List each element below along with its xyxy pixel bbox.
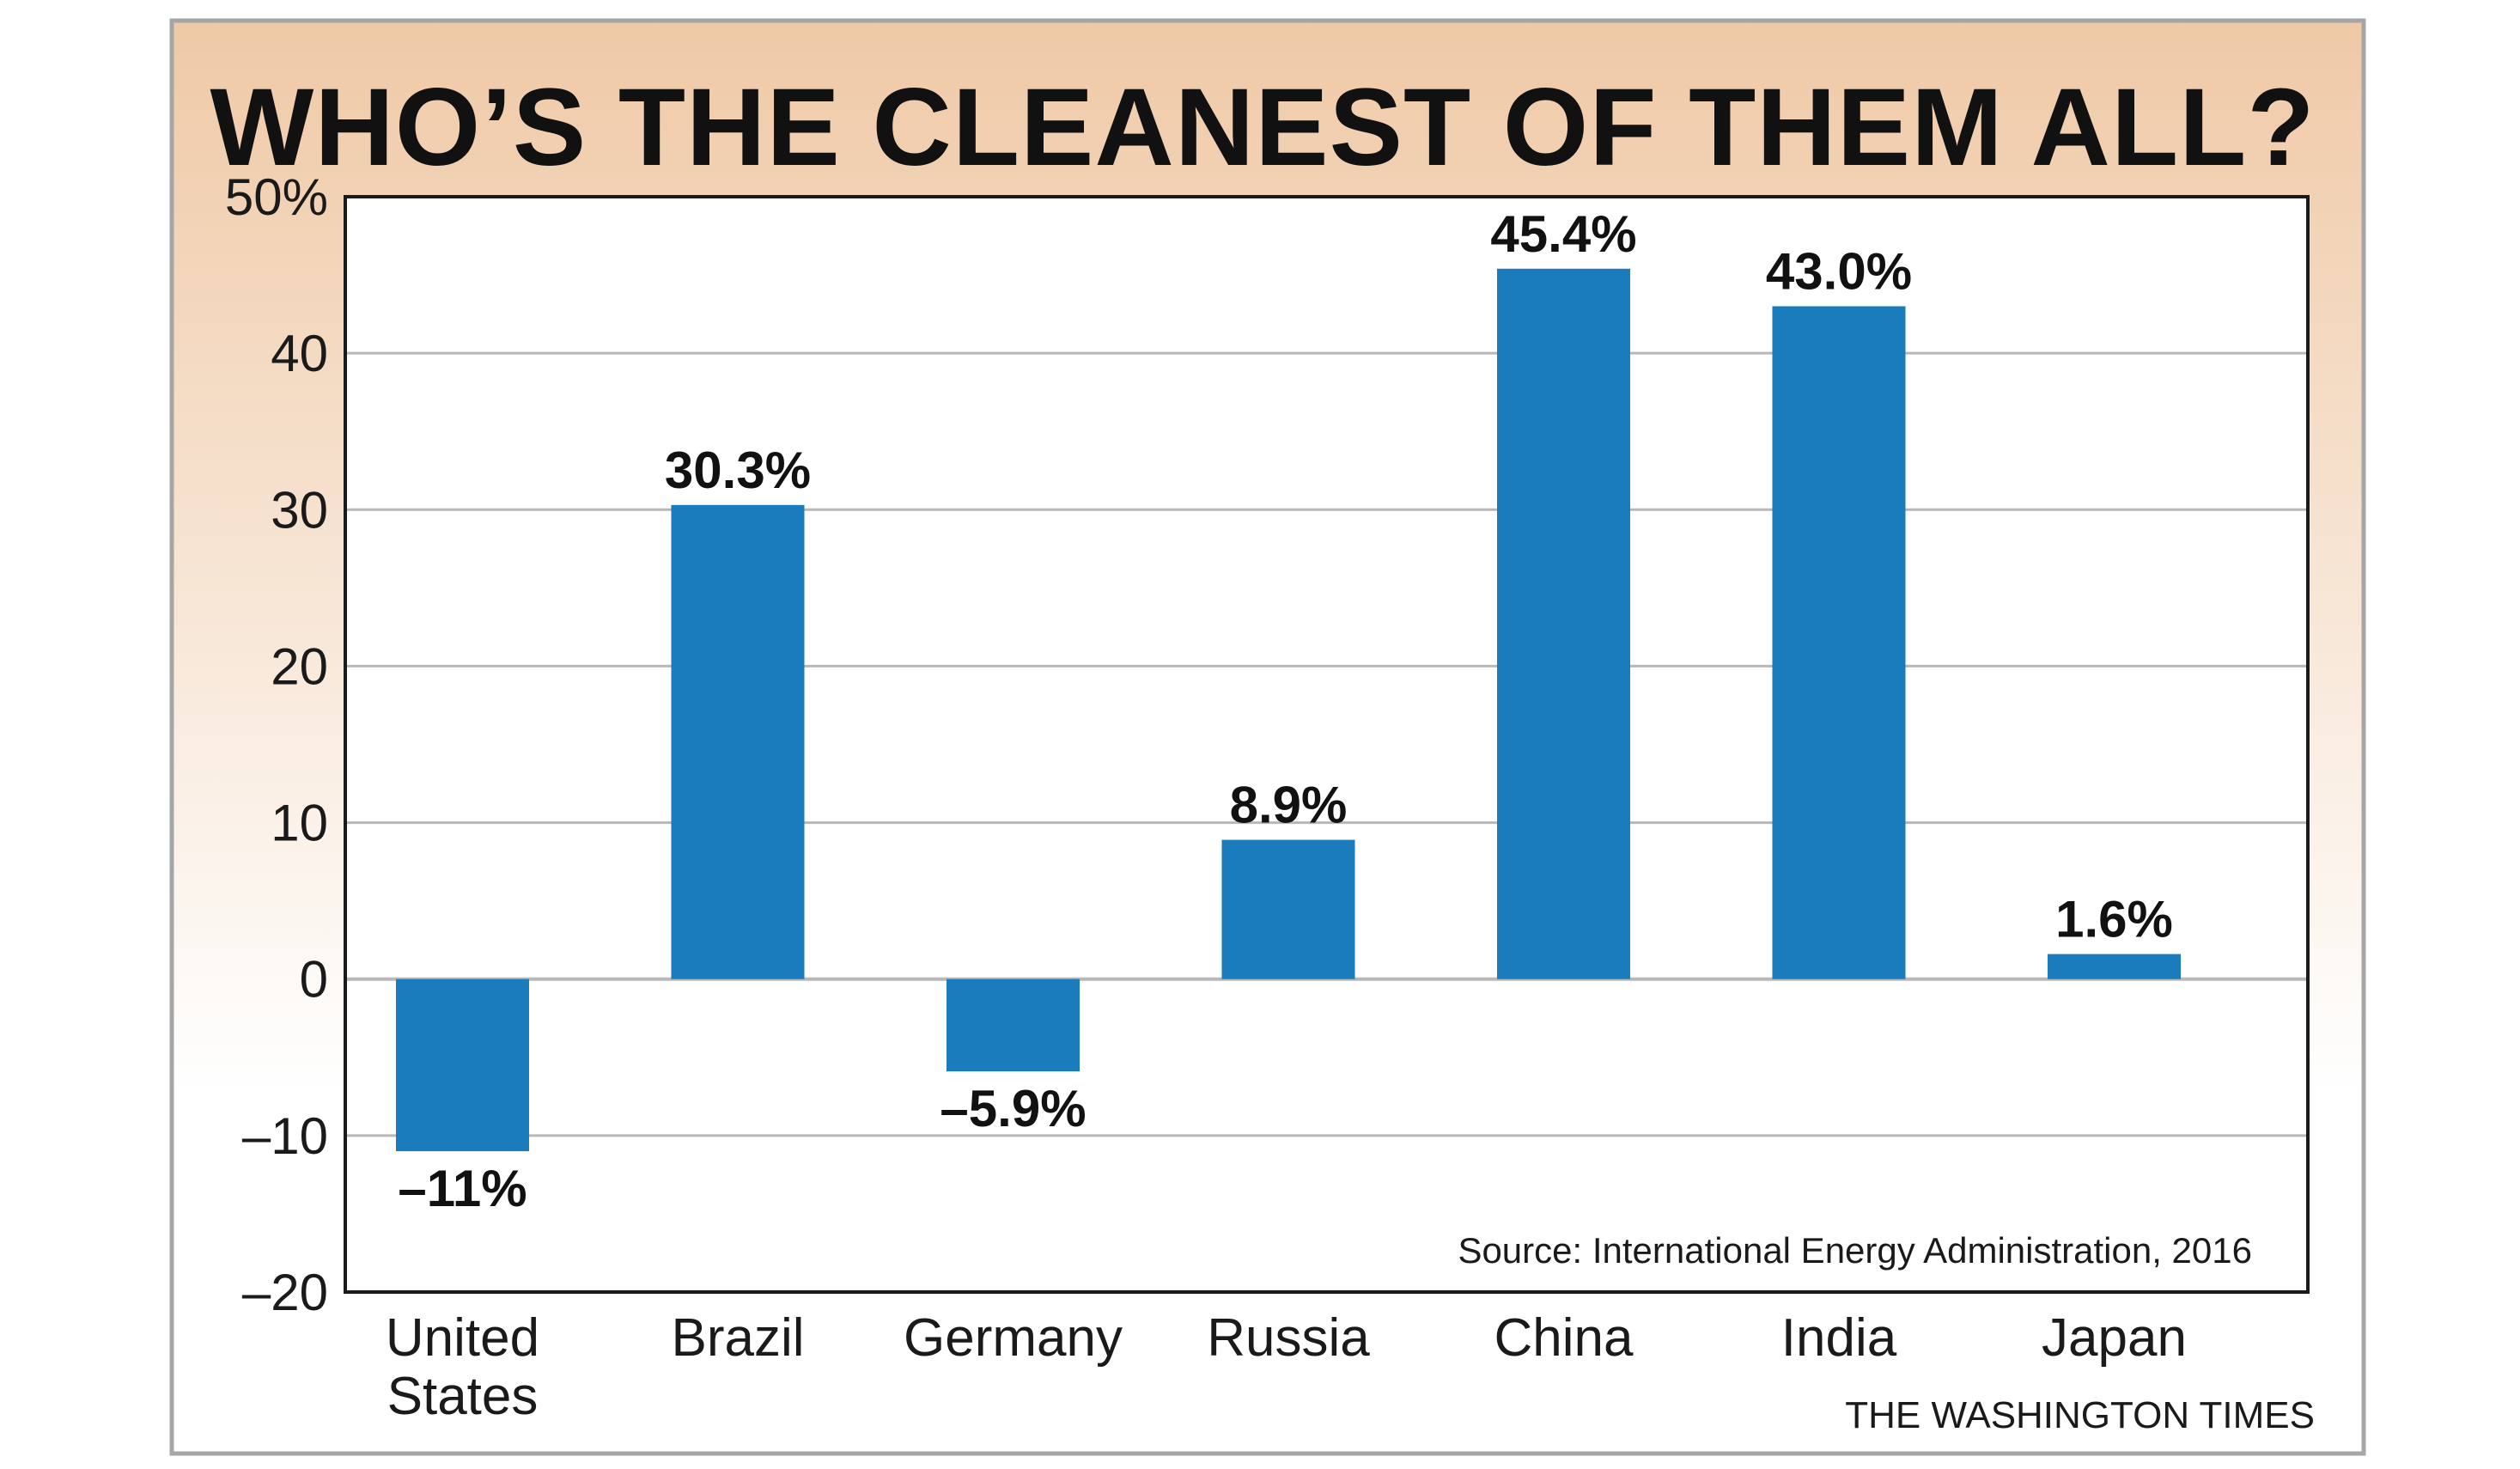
y-tick-label: 0 — [300, 951, 328, 1009]
plot-area — [345, 197, 2308, 1292]
x-tick-label: Brazil — [671, 1308, 804, 1368]
bar — [947, 978, 1080, 1072]
y-tick-label: 40 — [271, 325, 328, 382]
y-axis: –20 –10 0 10 20 30 40 50% — [225, 168, 328, 1321]
bar — [2048, 954, 2181, 979]
data-label: –5.9% — [940, 1080, 1086, 1137]
x-tick-label: Russia — [1207, 1308, 1370, 1368]
x-tick-label: Japan — [2042, 1308, 2187, 1368]
y-tick-label: –20 — [242, 1264, 328, 1321]
data-label: 43.0% — [1766, 243, 1912, 301]
bar — [671, 504, 805, 979]
publisher-credit: THE WASHINGTON TIMES — [1845, 1394, 2315, 1436]
y-tick-label: 30 — [271, 481, 328, 539]
data-label: 30.3% — [665, 442, 811, 499]
source-note: Source: International Energy Administrat… — [1458, 1230, 2252, 1271]
data-label: 45.4% — [1490, 205, 1636, 263]
bar-series — [396, 268, 2181, 1152]
y-tick-label: 50% — [225, 168, 328, 226]
y-tick-label: 20 — [271, 637, 328, 695]
bar — [396, 978, 529, 1152]
x-tick-label: India — [1781, 1308, 1897, 1368]
x-tick-label: United States — [386, 1308, 539, 1426]
chart-title: WHO’S THE CLEANEST OF THEM ALL? — [210, 66, 2316, 189]
bar — [1772, 306, 1906, 979]
data-label: 1.6% — [2055, 891, 2173, 948]
y-tick-label: –10 — [242, 1107, 328, 1165]
data-label: 8.9% — [1230, 777, 1348, 834]
plot-frame — [344, 195, 2310, 1294]
x-tick-label: China — [1494, 1308, 1634, 1368]
data-labels: –11% 30.3% –5.9% 8.9% 45.4% 43.0% 1.6% — [398, 205, 2172, 1217]
data-label: –11% — [398, 1160, 527, 1217]
x-axis: United States Brazil Germany Russia China Indi… — [386, 1308, 2187, 1426]
bar — [1497, 268, 1630, 979]
bar — [1221, 839, 1355, 979]
y-tick-label: 10 — [271, 795, 328, 852]
x-tick-label: Germany — [904, 1308, 1123, 1368]
